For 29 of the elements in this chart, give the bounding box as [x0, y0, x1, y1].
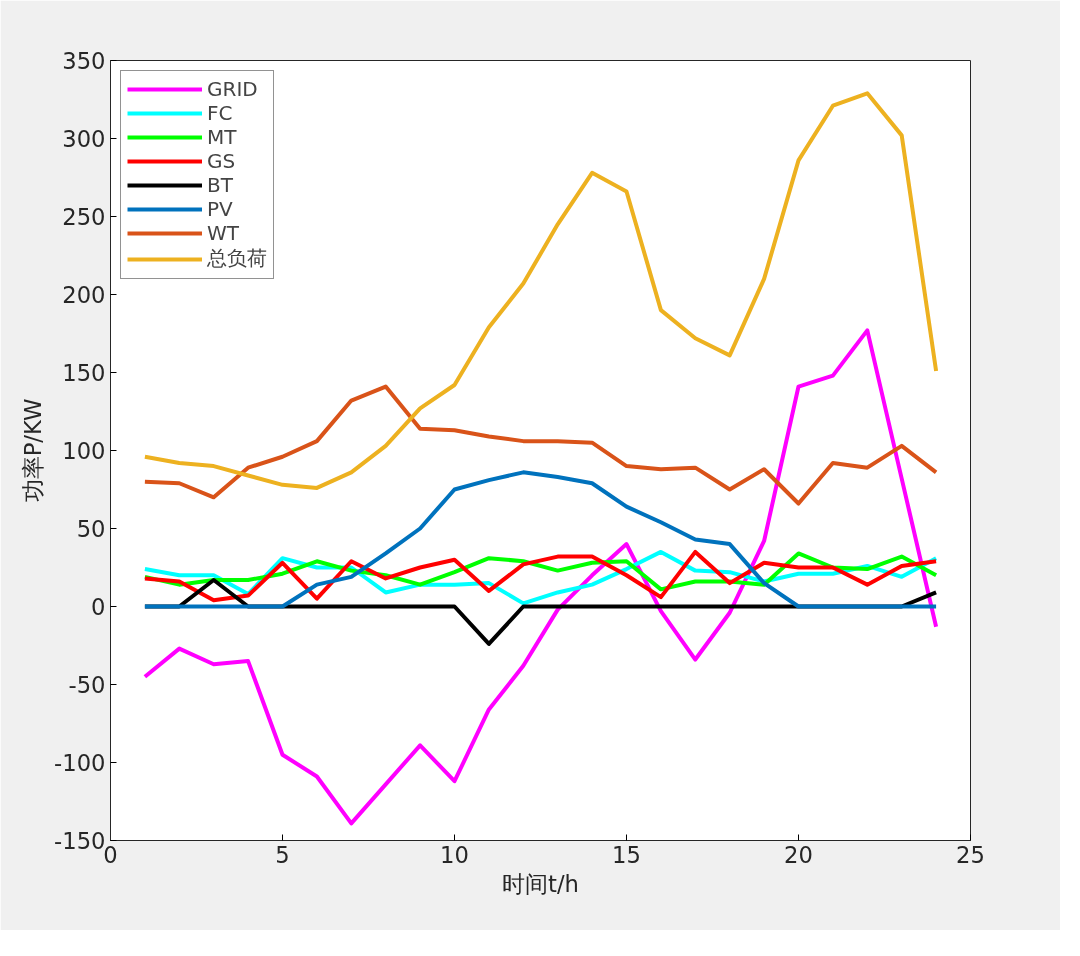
- x-tick-label: 20: [784, 841, 813, 868]
- line-series: [142, 384, 939, 506]
- legend-label: GRID: [207, 77, 258, 101]
- x-tick-label: 5: [275, 841, 290, 868]
- legend-label: FC: [207, 101, 233, 125]
- x-axis-title: 时间t/h: [502, 870, 579, 897]
- y-tick-label: -100: [54, 750, 106, 776]
- legend-label: GS: [207, 149, 236, 173]
- line-series: [142, 328, 939, 826]
- y-tick-label: 300: [62, 126, 106, 152]
- y-axis-title: 功率P/KW: [20, 398, 47, 503]
- x-tick-label: 15: [612, 841, 641, 868]
- legend-label: WT: [207, 221, 239, 245]
- y-tick-label: 350: [62, 48, 106, 74]
- y-tick-label: 150: [62, 360, 106, 386]
- y-tick-label: 200: [62, 282, 106, 308]
- legend-label: MT: [207, 125, 237, 149]
- legend-label: BT: [207, 173, 233, 197]
- line-series: [142, 470, 939, 609]
- legend-label: PV: [207, 197, 233, 221]
- x-tick-label: 10: [440, 841, 469, 868]
- y-tick-label: 0: [91, 594, 106, 620]
- y-tick-label: 50: [76, 516, 106, 542]
- y-tick-label: 100: [62, 438, 106, 464]
- x-tick-label: 25: [956, 841, 985, 868]
- legend-label: 总负荷: [207, 245, 267, 272]
- y-tick-label: -50: [68, 672, 106, 698]
- y-tick-label: -150: [54, 828, 106, 854]
- y-tick-label: 250: [62, 204, 106, 230]
